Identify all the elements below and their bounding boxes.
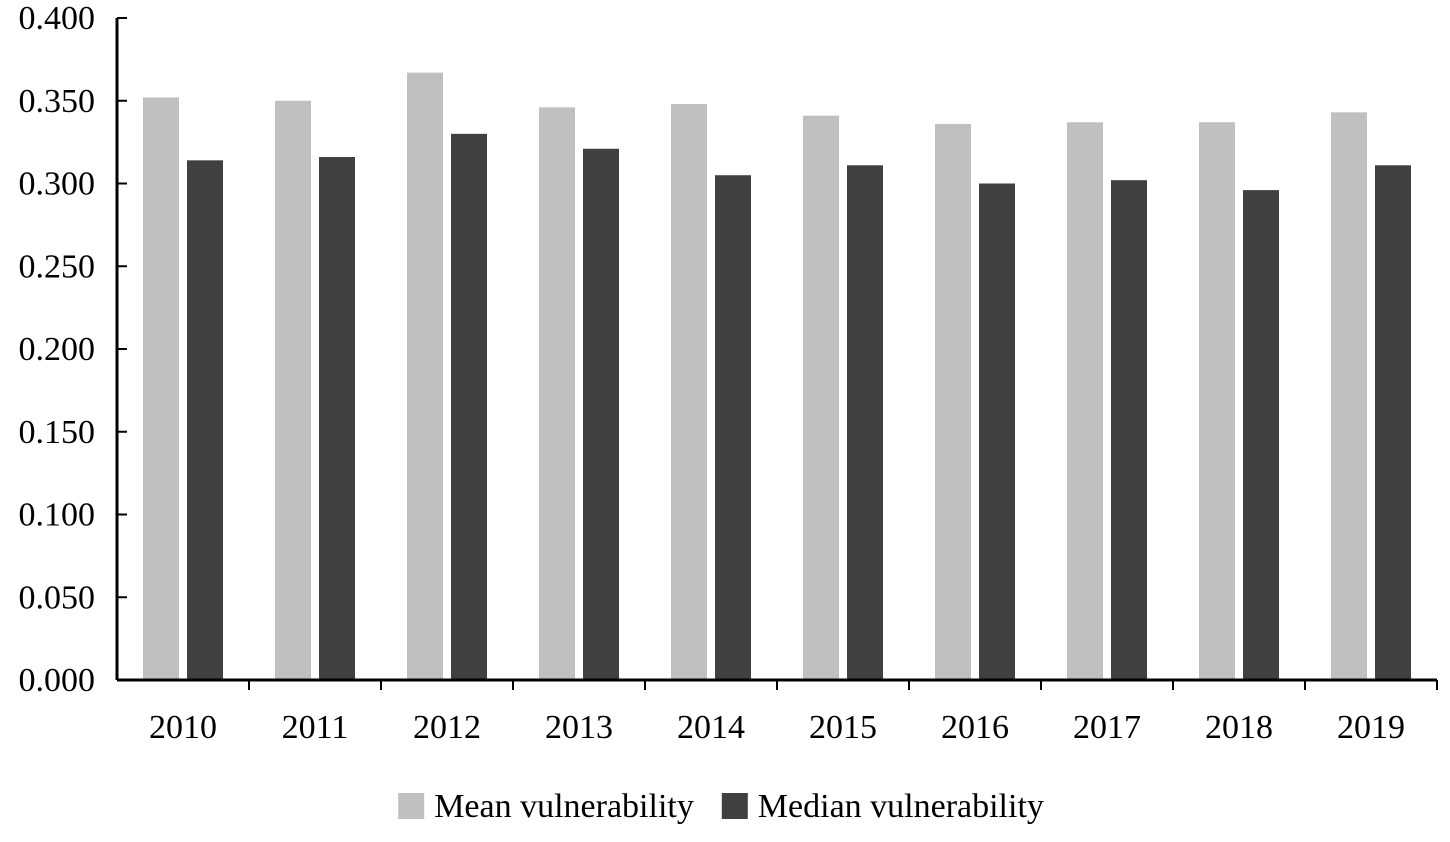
bar-group <box>143 72 1411 681</box>
y-tick-label: 0.250 <box>19 248 96 285</box>
bar-median-2016 <box>979 183 1015 680</box>
bar-median-2018 <box>1243 190 1279 680</box>
x-tick-label: 2015 <box>809 709 877 746</box>
legend: Mean vulnerability Median vulnerability <box>398 788 1044 825</box>
bar-mean-2011 <box>275 100 311 680</box>
bar-mean-2016 <box>935 123 971 681</box>
legend-swatch-median <box>721 793 748 819</box>
y-tick-label: 0.200 <box>19 331 96 368</box>
bar-median-2011 <box>319 157 355 680</box>
bar-mean-2010 <box>143 97 179 680</box>
x-tick-label: 2010 <box>149 709 217 746</box>
y-tick-label: 0.100 <box>19 497 96 534</box>
bar-mean-2012 <box>407 72 443 681</box>
x-tick-label: 2011 <box>282 709 349 746</box>
y-tick-label: 0.300 <box>19 166 96 203</box>
x-tick-label: 2012 <box>413 709 481 746</box>
bar-median-2010 <box>187 160 223 680</box>
bar-median-2017 <box>1111 180 1147 680</box>
bar-median-2015 <box>847 165 883 681</box>
bar-mean-2019 <box>1331 112 1367 680</box>
x-tick-label: 2016 <box>941 709 1009 746</box>
x-tick-label: 2017 <box>1073 709 1141 746</box>
y-tick-label: 0.050 <box>19 579 96 616</box>
bar-median-2013 <box>583 148 619 680</box>
y-tick-label: 0.350 <box>19 83 96 120</box>
x-tick-label: 2019 <box>1337 709 1405 746</box>
bar-mean-2015 <box>803 115 839 680</box>
legend-swatch-mean <box>398 793 425 819</box>
x-tick-label: 2014 <box>677 709 745 746</box>
y-tick-label: 0.400 <box>19 0 96 37</box>
legend-label-mean: Mean vulnerability <box>434 788 694 825</box>
y-tick-label: 0.150 <box>19 414 96 451</box>
bar-median-2014 <box>715 175 751 680</box>
bar-median-2019 <box>1375 165 1411 681</box>
legend-label-median: Median vulnerability <box>758 788 1044 825</box>
bar-mean-2013 <box>539 107 575 681</box>
y-tick-label: 0.000 <box>19 662 96 699</box>
x-tick-label: 2018 <box>1205 709 1273 746</box>
bar-median-2012 <box>451 133 487 681</box>
bar-mean-2018 <box>1199 122 1235 680</box>
x-tick-label: 2013 <box>545 709 613 746</box>
bar-mean-2014 <box>671 104 707 680</box>
y-axis-ticks: 0.000 0.050 0.100 0.150 0.200 0.250 0.300 0.350… <box>19 0 127 699</box>
x-axis-ticks: 2010 2011 2012 2013 2014 2015 2016 2017 2018 2019 <box>149 680 1438 746</box>
bar-mean-2017 <box>1067 122 1103 680</box>
